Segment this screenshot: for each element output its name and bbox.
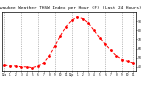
Text: Milwaukee Weather THSW Index per Hour (F) (Last 24 Hours): Milwaukee Weather THSW Index per Hour (F… — [0, 6, 142, 10]
